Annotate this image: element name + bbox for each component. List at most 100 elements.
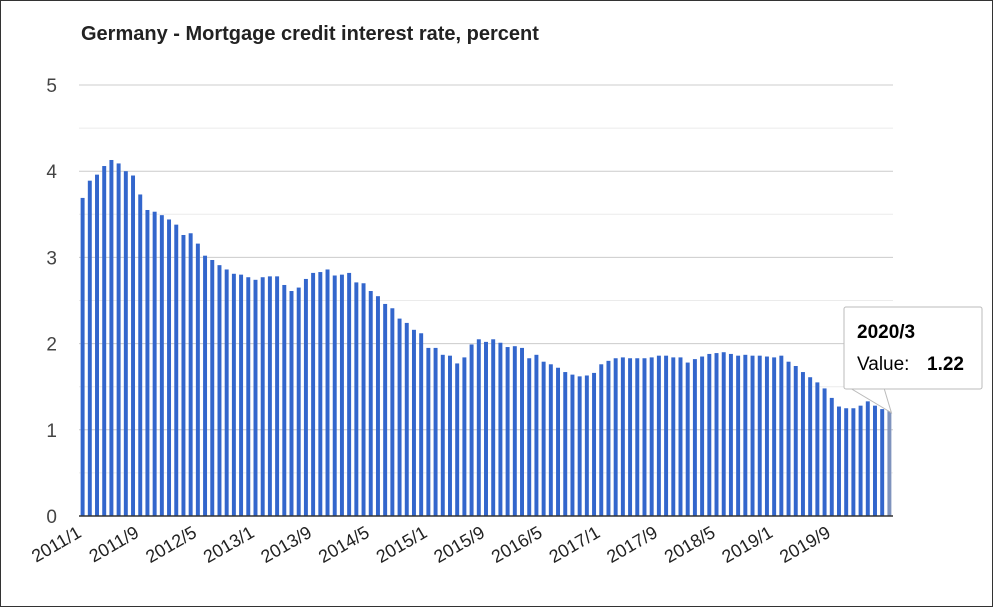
bar [707,353,712,516]
bar [181,234,186,517]
bar [246,277,251,516]
y-axis-ticks: 0 1 2 3 4 5 [46,76,57,528]
bar [541,361,546,516]
x-tick-label: 2017/1 [546,522,604,567]
bar [829,397,834,516]
bar [873,405,877,516]
tooltip-value-label: Value: [857,354,909,375]
bar [656,355,661,516]
bar [167,219,172,516]
bar [520,347,524,516]
bar [188,233,193,516]
bar [426,347,431,516]
bar [757,355,762,516]
bar [383,303,388,516]
bar [267,276,272,516]
y-tick-label: 0 [46,507,57,528]
bar [800,372,805,516]
bar [570,374,575,516]
x-tick-label: 2015/1 [373,522,431,567]
bar [174,224,179,516]
bar [325,269,330,516]
x-tick-label: 2014/5 [315,522,373,567]
bar [116,163,121,516]
bar [836,406,841,516]
bar [721,352,726,516]
x-tick-label: 2011/9 [86,522,143,566]
tooltip-box [843,306,983,390]
bar [685,362,690,516]
bar [239,274,244,516]
bar [109,159,114,517]
bar [145,209,150,517]
x-axis-ticks: 2011/1 2011/9 2012/5 2013/1 2013/9 2014/5 2015… [28,522,834,567]
bar [419,333,424,516]
bar [253,279,258,516]
bar [404,322,409,516]
bar [282,284,287,516]
bar [131,175,136,516]
bar [858,405,863,516]
bar [210,259,215,516]
bar [397,318,402,516]
bar [217,265,222,516]
tooltip-pointer [848,387,893,414]
bar [87,180,92,516]
bar [512,346,517,516]
bar [548,364,553,516]
bar [332,275,337,516]
bar [577,376,582,516]
x-tick-label: 2017/9 [603,522,661,567]
bar [584,375,589,516]
bar [354,282,359,516]
bar [649,357,654,516]
bar [195,243,200,517]
y-tick-label: 1 [46,421,57,442]
bar [361,283,366,516]
bar [462,357,467,516]
tooltip-value: 1.22 [927,354,964,375]
bar [851,408,856,516]
bar [865,401,870,516]
bar [556,367,561,516]
bar [289,291,294,516]
bar [102,166,107,516]
tooltip: 2020/3 Value: 1.22 [843,306,983,414]
bar [714,353,719,516]
x-tick-label: 2011/1 [28,522,85,566]
bar [339,274,344,516]
bar [311,272,316,516]
bar [671,357,676,516]
bar [527,358,532,516]
x-tick-label: 2013/9 [257,522,315,567]
bar [779,355,784,516]
bar [642,358,647,516]
bar [318,272,323,516]
y-tick-label: 5 [46,76,57,97]
bar [808,377,813,516]
bar [159,215,164,516]
bar [303,278,308,516]
x-tick-label: 2018/5 [661,522,719,567]
bar [844,408,849,516]
bar [433,347,438,516]
bar [505,347,510,516]
bar [440,354,445,516]
bar [203,255,208,516]
x-tick-label: 2013/1 [200,522,258,567]
bar [815,382,820,516]
x-tick-label: 2016/5 [488,522,546,567]
bar [469,344,474,516]
x-tick-label: 2015/9 [430,522,488,567]
bar [592,372,597,516]
bar [152,211,157,516]
bar [772,357,777,516]
bar [534,354,539,516]
bar [887,410,892,516]
bar [476,339,481,516]
bar [750,355,755,516]
bar [664,355,669,516]
bar [347,272,352,516]
